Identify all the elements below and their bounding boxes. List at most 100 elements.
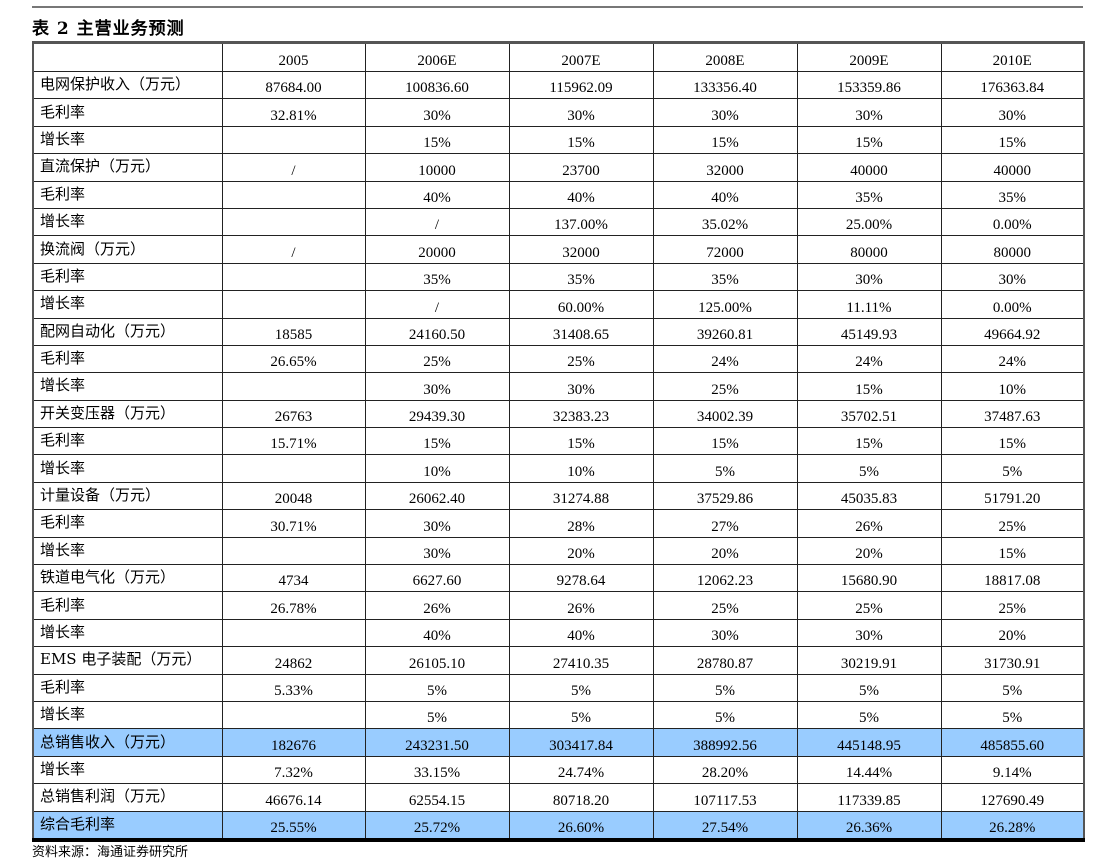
table-cell: 35% — [940, 180, 1085, 209]
row-label: 毛利率 — [32, 509, 223, 538]
table-row: EMS 电子装配（万元） 24862 26105.10 27410.35 28780.8… — [32, 646, 1085, 675]
table-cell: / — [364, 207, 510, 237]
table-cell: 28% — [508, 509, 654, 538]
table-cell: / — [221, 235, 366, 264]
table-cell: 35% — [796, 180, 942, 209]
table-cell: 9278.64 — [508, 564, 654, 593]
table-cell — [221, 372, 366, 401]
table-cell: 26.60% — [508, 810, 654, 841]
table-cell: 37529.86 — [652, 481, 798, 511]
table-cell: 15.71% — [221, 427, 366, 456]
table-cell: 51791.20 — [940, 481, 1085, 511]
table-cell: 32000 — [652, 153, 798, 182]
table-cell: 5% — [364, 673, 510, 702]
table-cell: 5% — [364, 700, 510, 730]
table-cell — [221, 180, 366, 209]
row-label: 增长率 — [32, 207, 223, 237]
table-cell: 15% — [796, 372, 942, 401]
table-cell: 40% — [364, 618, 510, 648]
table-cell — [221, 700, 366, 730]
row-label: 增长率 — [32, 755, 223, 785]
table-cell: 24% — [796, 344, 942, 374]
table-title: 表 2 主营业务预测 — [32, 19, 185, 39]
table-cell: 125.00% — [652, 290, 798, 319]
table-cell: 29439.30 — [364, 399, 510, 429]
table-cell: 23700 — [508, 153, 654, 182]
table-cell: 24% — [940, 344, 1085, 374]
table-cell: 303417.84 — [508, 728, 654, 757]
table-cell: 35% — [364, 262, 510, 292]
table-cell: 32383.23 — [508, 399, 654, 429]
table-cell: 18585 — [221, 317, 366, 346]
table-cell: 26105.10 — [364, 646, 510, 675]
table-cell: 5% — [508, 700, 654, 730]
table-cell: 5% — [508, 673, 654, 702]
table-cell: 28.20% — [652, 755, 798, 785]
table-cell: 388992.56 — [652, 728, 798, 757]
forecast-table: 2005 2006E 2007E 2008E 2009E 2010E 电网保护收入（万元） 8… — [32, 41, 1085, 842]
table-row: 毛利率 26.65% 25% 25% 24% 24% 24% — [32, 344, 1085, 374]
column-header: 2010E — [940, 42, 1085, 72]
row-label: 毛利率 — [32, 344, 223, 374]
table-cell: 5% — [940, 700, 1085, 730]
table-row: 配网自动化（万元） 18585 24160.50 31408.65 39260.81 45… — [32, 317, 1085, 346]
table-row: 增长率 10% 10% 5% 5% 5% — [32, 454, 1085, 483]
table-row: 电网保护收入（万元） 87684.00 100836.60 115962.09 1333… — [32, 70, 1085, 100]
table-cell: 5% — [796, 700, 942, 730]
row-label: 毛利率 — [32, 591, 223, 620]
table-cell: 20% — [652, 536, 798, 566]
table-cell: 27.54% — [652, 810, 798, 841]
table-cell: 40% — [508, 618, 654, 648]
table-cell — [221, 290, 366, 319]
table-cell: 0.00% — [940, 290, 1085, 319]
table-cell: 182676 — [221, 728, 366, 757]
table-cell: 25% — [652, 372, 798, 401]
table-cell: 4734 — [221, 564, 366, 593]
table-cell: 37487.63 — [940, 399, 1085, 429]
source-note: 资料来源：海通证券研究所 — [32, 844, 189, 860]
table-cell: 127690.49 — [940, 783, 1085, 812]
table-row: 增长率 30% 20% 20% 20% 15% — [32, 536, 1085, 566]
column-header — [32, 42, 223, 72]
table-cell: 5% — [652, 700, 798, 730]
table-cell: 34002.39 — [652, 399, 798, 429]
table-cell: 115962.09 — [508, 70, 654, 100]
table-cell: 25% — [364, 344, 510, 374]
row-label: 毛利率 — [32, 262, 223, 292]
column-header: 2009E — [796, 42, 942, 72]
table-cell: 20% — [796, 536, 942, 566]
table-cell: 27% — [652, 509, 798, 538]
table-row: 增长率 5% 5% 5% 5% 5% — [32, 700, 1085, 730]
table-cell: 30% — [364, 372, 510, 401]
table-cell: 72000 — [652, 235, 798, 264]
table-cell: 25.00% — [796, 207, 942, 237]
row-label: 总销售收入（万元） — [32, 728, 223, 757]
table-cell: 26% — [364, 591, 510, 620]
table-cell: 176363.84 — [940, 70, 1085, 100]
table-cell: 24862 — [221, 646, 366, 675]
table-cell: 87684.00 — [221, 70, 366, 100]
table-cell: 5% — [940, 673, 1085, 702]
table-cell: 117339.85 — [796, 783, 942, 812]
table-cell: 26.28% — [940, 810, 1085, 841]
table-cell: 30% — [940, 98, 1085, 127]
row-label: 增长率 — [32, 454, 223, 483]
table-cell: 11.11% — [796, 290, 942, 319]
table-cell: / — [364, 290, 510, 319]
table-cell: 20000 — [364, 235, 510, 264]
table-row: 毛利率 40% 40% 40% 35% 35% — [32, 180, 1085, 209]
table-cell: 445148.95 — [796, 728, 942, 757]
table-cell: 80000 — [796, 235, 942, 264]
row-label: 增长率 — [32, 700, 223, 730]
table-cell: 5% — [652, 673, 798, 702]
table-cell: 14.44% — [796, 755, 942, 785]
table-cell: 10% — [364, 454, 510, 483]
table-cell: 28780.87 — [652, 646, 798, 675]
table-cell: 25% — [508, 344, 654, 374]
table-cell: 15% — [508, 125, 654, 155]
row-label: 电网保护收入（万元） — [32, 70, 223, 100]
table-cell: 25% — [652, 591, 798, 620]
table-row: 总销售收入（万元） 182676 243231.50 303417.84 388992.… — [32, 728, 1085, 757]
row-label: 增长率 — [32, 618, 223, 648]
table-cell: 31274.88 — [508, 481, 654, 511]
